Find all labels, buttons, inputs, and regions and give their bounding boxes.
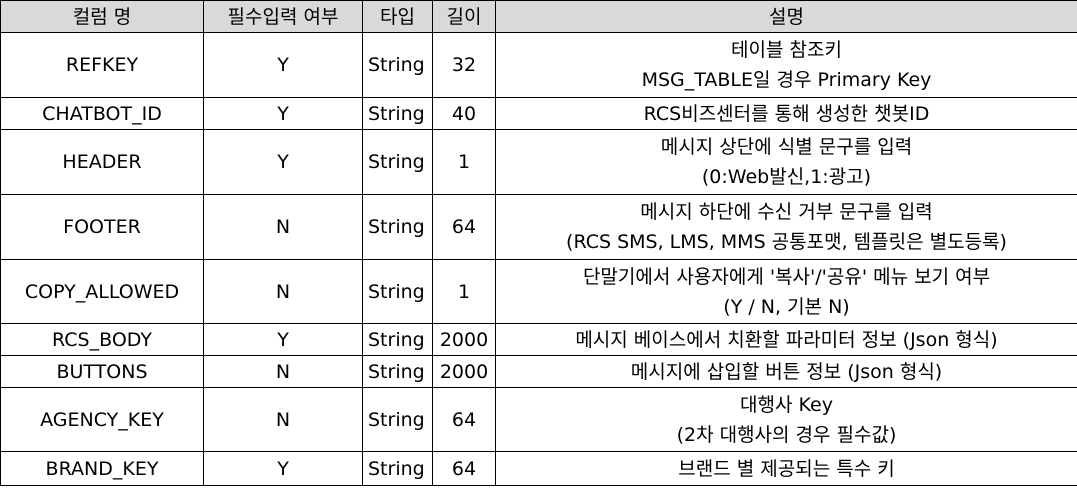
required-cell: N xyxy=(203,387,363,452)
description-cell: 대행사 Key (2차 대행사의 경우 필수값) xyxy=(495,387,1077,452)
column-name-cell: BUTTONS xyxy=(0,355,204,388)
table-row: REFKEY Y String 32 테이블 참조키 MSG_TABLE일 경우… xyxy=(0,32,1077,98)
required-cell: N xyxy=(203,355,363,388)
length-cell: 1 xyxy=(432,129,496,195)
description-line: (2차 대행사의 경우 필수값) xyxy=(676,423,897,446)
table-row: COPY_ALLOWED N String 1 단말기에서 사용자에게 '복사'… xyxy=(0,259,1077,324)
description-line: 브랜드 별 제공되는 특수 키 xyxy=(678,457,895,480)
description-header: 설명 xyxy=(495,0,1077,33)
description-line: 단말기에서 사용자에게 '복사'/'공유' 메뉴 보기 여부 xyxy=(582,265,991,288)
column-name-cell: HEADER xyxy=(0,129,204,195)
required-cell: Y xyxy=(203,32,363,98)
column-name-cell: AGENCY_KEY xyxy=(0,387,204,452)
description-line: 메시지에 삽입할 버튼 정보 (Json 형식) xyxy=(630,360,943,383)
description-line: 테이블 참조키 xyxy=(731,39,842,61)
table-row: AGENCY_KEY N String 64 대행사 Key (2차 대행사의 … xyxy=(0,387,1077,452)
length-cell: 64 xyxy=(432,451,496,486)
type-cell: String xyxy=(362,32,433,98)
table-row: BRAND_KEY Y String 64 브랜드 별 제공되는 특수 키 xyxy=(0,451,1077,486)
table-row: CHATBOT_ID Y String 40 RCS비즈센터를 통해 생성한 챗… xyxy=(0,97,1077,130)
length-cell: 64 xyxy=(432,194,496,260)
description-line: 대행사 Key xyxy=(740,393,833,416)
length-cell: 40 xyxy=(432,97,496,130)
column-name-cell: REFKEY xyxy=(0,32,204,98)
column-name-cell: BRAND_KEY xyxy=(0,451,204,486)
type-cell: String xyxy=(362,387,433,452)
table-row: FOOTER N String 64 메시지 하단에 수신 거부 문구를 입력 … xyxy=(0,194,1077,260)
description-cell: 메시지 상단에 식별 문구를 입력 (0:Web발신,1:광고) xyxy=(495,129,1077,195)
length-cell: 1 xyxy=(432,259,496,324)
required-cell: Y xyxy=(203,129,363,195)
required-cell: N xyxy=(203,259,363,324)
description-line: (0:Web발신,1:광고) xyxy=(701,166,872,188)
type-cell: String xyxy=(362,97,433,130)
length-header: 길이 xyxy=(432,0,496,33)
description-cell: 단말기에서 사용자에게 '복사'/'공유' 메뉴 보기 여부 (Y / N, 기… xyxy=(495,259,1077,324)
length-cell: 32 xyxy=(432,32,496,98)
type-cell: String xyxy=(362,323,433,356)
description-line: 메시지 베이스에서 치환할 파라미터 정보 (Json 형식) xyxy=(575,328,998,351)
description-line: (Y / N, 기본 N) xyxy=(723,295,850,318)
description-line: 메시지 상단에 식별 문구를 입력 xyxy=(660,136,913,158)
description-cell: 메시지 하단에 수신 거부 문구를 입력 (RCS SMS, LMS, MMS … xyxy=(495,194,1077,260)
description-line: (RCS SMS, LMS, MMS 공통포맷, 템플릿은 별도등록) xyxy=(566,231,1007,253)
column-name-header: 컬럼 명 xyxy=(0,0,204,33)
description-cell: 메시지 베이스에서 치환할 파라미터 정보 (Json 형식) xyxy=(495,323,1077,356)
description-line: RCS비즈센터를 통해 생성한 챗봇ID xyxy=(643,102,930,125)
type-cell: String xyxy=(362,129,433,195)
type-header: 타입 xyxy=(362,0,433,33)
type-cell: String xyxy=(362,194,433,260)
table-row: HEADER Y String 1 메시지 상단에 식별 문구를 입력 (0:W… xyxy=(0,129,1077,195)
column-name-cell: FOOTER xyxy=(0,194,204,260)
description-cell: 테이블 참조키 MSG_TABLE일 경우 Primary Key xyxy=(495,32,1077,98)
required-cell: N xyxy=(203,194,363,260)
column-name-cell: COPY_ALLOWED xyxy=(0,259,204,324)
required-cell: Y xyxy=(203,323,363,356)
description-cell: 브랜드 별 제공되는 특수 키 xyxy=(495,451,1077,486)
required-cell: Y xyxy=(203,97,363,130)
type-cell: String xyxy=(362,355,433,388)
column-name-cell: RCS_BODY xyxy=(0,323,204,356)
table-row: BUTTONS N String 2000 메시지에 삽입할 버튼 정보 (Js… xyxy=(0,355,1077,388)
table-row: RCS_BODY Y String 2000 메시지 베이스에서 치환할 파라미… xyxy=(0,323,1077,356)
description-line: MSG_TABLE일 경우 Primary Key xyxy=(641,69,932,91)
column-name-cell: CHATBOT_ID xyxy=(0,97,204,130)
type-cell: String xyxy=(362,259,433,324)
required-header: 필수입력 여부 xyxy=(203,0,363,33)
description-cell: RCS비즈센터를 통해 생성한 챗봇ID xyxy=(495,97,1077,130)
length-cell: 64 xyxy=(432,387,496,452)
required-cell: Y xyxy=(203,451,363,486)
length-cell: 2000 xyxy=(432,355,496,388)
type-cell: String xyxy=(362,451,433,486)
header-row: 컬럼 명 필수입력 여부 타입 길이 설명 xyxy=(0,0,1077,33)
length-cell: 2000 xyxy=(432,323,496,356)
description-cell: 메시지에 삽입할 버튼 정보 (Json 형식) xyxy=(495,355,1077,388)
description-line: 메시지 하단에 수신 거부 문구를 입력 xyxy=(640,201,933,223)
